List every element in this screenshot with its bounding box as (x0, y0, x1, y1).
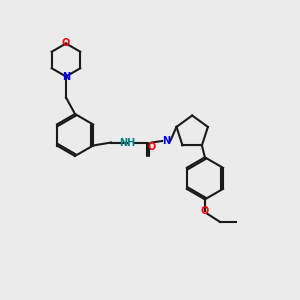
Text: N: N (62, 71, 70, 82)
Text: O: O (62, 38, 70, 49)
Text: N: N (163, 136, 171, 146)
Text: O: O (201, 206, 209, 216)
Text: NH: NH (120, 137, 136, 148)
Text: O: O (148, 142, 156, 152)
